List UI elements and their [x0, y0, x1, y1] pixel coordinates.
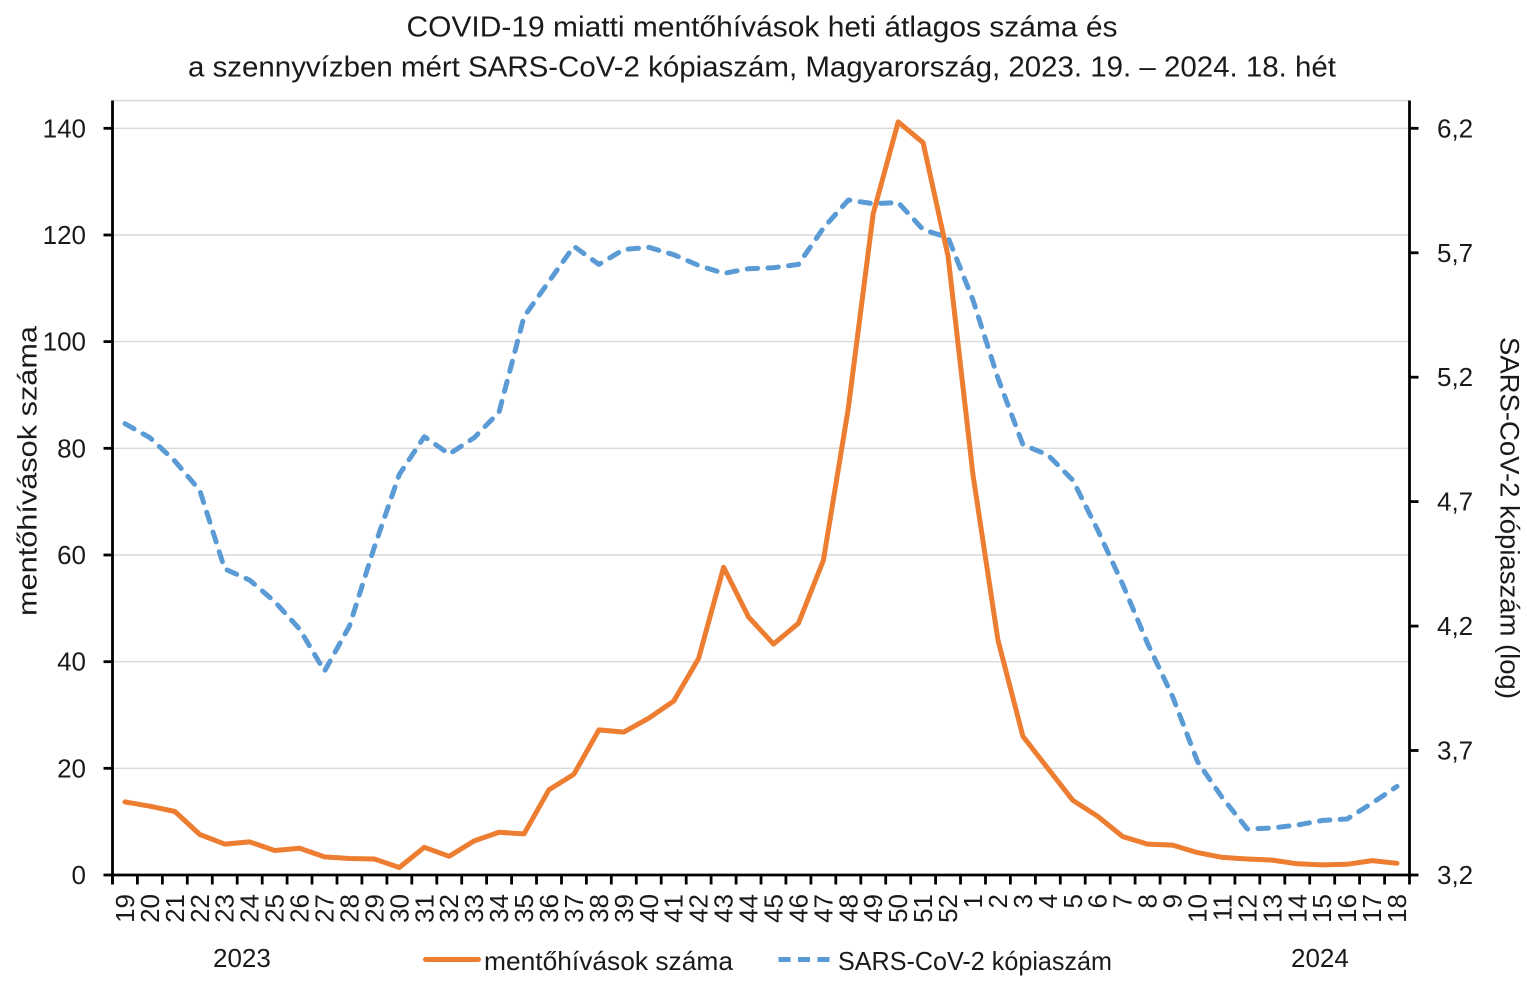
svg-text:mentőhívások száma: mentőhívások száma	[13, 325, 43, 616]
svg-text:10: 10	[1183, 894, 1213, 923]
svg-text:17: 17	[1357, 894, 1387, 923]
svg-text:a szennyvízben mért SARS-CoV-2: a szennyvízben mért SARS-CoV-2 kópiaszám…	[188, 52, 1336, 84]
svg-text:COVID-19 miatti mentőhívások h: COVID-19 miatti mentőhívások heti átlago…	[407, 12, 1118, 44]
svg-text:7: 7	[1108, 894, 1138, 908]
svg-text:60: 60	[57, 540, 86, 570]
svg-text:SARS-CoV-2 kópiaszám (log): SARS-CoV-2 kópiaszám (log)	[1494, 337, 1524, 699]
svg-text:2: 2	[983, 894, 1013, 908]
svg-text:28: 28	[335, 894, 365, 923]
svg-text:80: 80	[57, 433, 86, 463]
svg-text:1: 1	[958, 894, 988, 908]
svg-text:40: 40	[57, 647, 86, 677]
svg-text:33: 33	[459, 894, 489, 923]
svg-text:4,7: 4,7	[1437, 487, 1473, 517]
svg-text:41: 41	[659, 894, 689, 923]
svg-text:51: 51	[908, 894, 938, 923]
svg-text:3: 3	[1008, 894, 1038, 908]
svg-text:18: 18	[1382, 894, 1412, 923]
svg-text:24: 24	[235, 894, 265, 923]
svg-text:32: 32	[434, 894, 464, 923]
svg-text:13: 13	[1257, 894, 1287, 923]
svg-text:3,2: 3,2	[1437, 860, 1473, 890]
svg-text:40: 40	[634, 894, 664, 923]
svg-text:37: 37	[559, 894, 589, 923]
svg-text:16: 16	[1332, 894, 1362, 923]
svg-text:52: 52	[933, 894, 963, 923]
svg-text:2023: 2023	[213, 943, 271, 973]
svg-text:mentőhívások száma: mentőhívások száma	[484, 946, 734, 976]
svg-text:48: 48	[833, 894, 863, 923]
svg-text:35: 35	[509, 894, 539, 923]
svg-text:120: 120	[43, 220, 86, 250]
svg-text:2024: 2024	[1291, 943, 1349, 973]
svg-text:46: 46	[783, 894, 813, 923]
svg-text:3,7: 3,7	[1437, 736, 1473, 766]
svg-text:43: 43	[709, 894, 739, 923]
svg-text:5,7: 5,7	[1437, 238, 1473, 268]
svg-text:45: 45	[759, 894, 789, 923]
svg-text:39: 39	[609, 894, 639, 923]
svg-text:5,2: 5,2	[1437, 362, 1473, 392]
svg-text:12: 12	[1232, 894, 1262, 923]
svg-text:6: 6	[1083, 894, 1113, 908]
svg-text:49: 49	[858, 894, 888, 923]
svg-text:31: 31	[409, 894, 439, 923]
svg-text:20: 20	[135, 894, 165, 923]
svg-text:23: 23	[210, 894, 240, 923]
svg-text:11: 11	[1207, 894, 1237, 921]
svg-text:9: 9	[1158, 894, 1188, 908]
svg-text:44: 44	[734, 894, 764, 923]
svg-text:8: 8	[1133, 894, 1163, 908]
svg-text:36: 36	[534, 894, 564, 923]
svg-text:100: 100	[43, 327, 86, 357]
svg-text:140: 140	[43, 113, 86, 143]
svg-text:42: 42	[684, 894, 714, 923]
svg-text:15: 15	[1307, 894, 1337, 923]
svg-text:27: 27	[310, 894, 340, 923]
svg-text:22: 22	[185, 894, 215, 923]
svg-text:4,2: 4,2	[1437, 611, 1473, 641]
svg-text:14: 14	[1282, 894, 1312, 923]
svg-text:0: 0	[72, 860, 86, 890]
svg-text:30: 30	[384, 894, 414, 923]
svg-text:38: 38	[584, 894, 614, 923]
svg-text:25: 25	[260, 894, 290, 923]
svg-text:SARS-CoV-2 kópiaszám: SARS-CoV-2 kópiaszám	[838, 946, 1112, 976]
svg-text:34: 34	[484, 894, 514, 923]
svg-text:5: 5	[1058, 894, 1088, 908]
svg-text:26: 26	[285, 894, 315, 923]
svg-text:29: 29	[359, 894, 389, 923]
svg-text:19: 19	[110, 894, 140, 923]
svg-text:6,2: 6,2	[1437, 113, 1473, 143]
svg-text:50: 50	[883, 894, 913, 923]
svg-text:21: 21	[160, 894, 190, 923]
svg-text:47: 47	[808, 894, 838, 923]
svg-text:4: 4	[1033, 894, 1063, 908]
svg-text:20: 20	[57, 753, 86, 783]
